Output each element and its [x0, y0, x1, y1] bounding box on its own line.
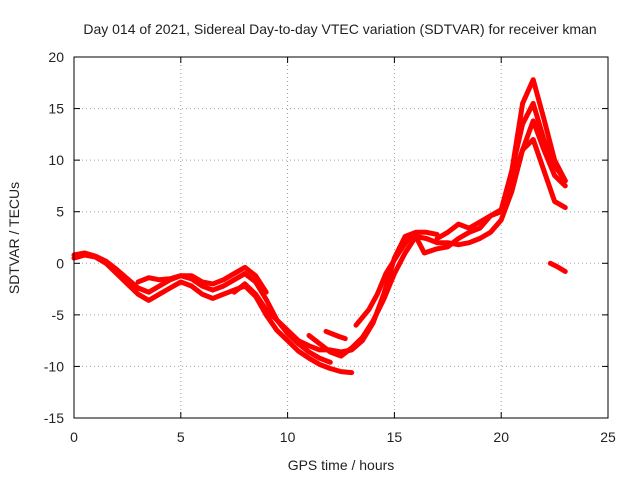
series-group — [71, 77, 568, 376]
chart-title: Day 014 of 2021, Sidereal Day-to-day VTE… — [83, 21, 596, 37]
x-axis-label: GPS time / hours — [288, 457, 395, 473]
grid — [74, 57, 608, 418]
y-tick-label: -10 — [44, 358, 64, 374]
plot-frame — [73, 56, 609, 419]
series-track-f — [353, 100, 568, 328]
x-tick-label: 15 — [387, 429, 403, 445]
x-tick-label: 25 — [600, 429, 616, 445]
series-track-i — [547, 260, 568, 274]
series-track-h — [498, 137, 568, 215]
axes: 0 5 10 15 20 25 -15 -10 -5 0 5 10 15 20 — [44, 49, 616, 445]
x-tick-label: 5 — [177, 429, 185, 445]
y-tick-label: 20 — [48, 49, 64, 65]
y-tick-label: 10 — [48, 152, 64, 168]
series-track-a — [71, 252, 355, 376]
x-tick-label: 0 — [70, 429, 78, 445]
series-track-j — [323, 328, 348, 342]
y-axis-label: SDTVAR / TECUs — [6, 182, 22, 294]
x-tick-label: 20 — [493, 429, 509, 445]
y-tick-label: -15 — [44, 410, 64, 426]
y-tick-label: 0 — [56, 255, 64, 271]
series-track-d — [231, 229, 440, 355]
y-tick-label: 15 — [48, 101, 64, 117]
y-tick-label: -5 — [52, 307, 65, 323]
series-track-c — [135, 264, 269, 295]
y-tick-label: 5 — [56, 204, 64, 220]
x-tick-label: 10 — [280, 429, 296, 445]
